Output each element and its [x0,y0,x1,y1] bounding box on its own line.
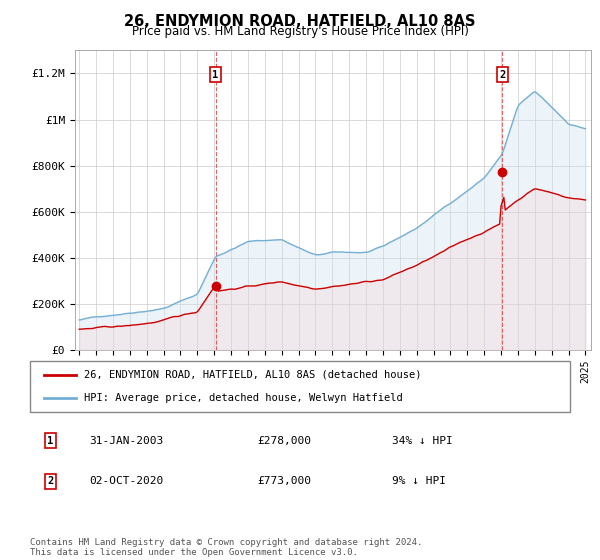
Text: 2: 2 [47,476,53,486]
Text: 1: 1 [212,69,219,80]
Text: £773,000: £773,000 [257,476,311,486]
Text: 2: 2 [499,69,506,80]
Text: Price paid vs. HM Land Registry's House Price Index (HPI): Price paid vs. HM Land Registry's House … [131,25,469,38]
Text: 9% ↓ HPI: 9% ↓ HPI [392,476,446,486]
Text: Contains HM Land Registry data © Crown copyright and database right 2024.
This d: Contains HM Land Registry data © Crown c… [30,538,422,557]
Text: 26, ENDYMION ROAD, HATFIELD, AL10 8AS (detached house): 26, ENDYMION ROAD, HATFIELD, AL10 8AS (d… [84,370,421,380]
Text: 02-OCT-2020: 02-OCT-2020 [89,476,164,486]
Text: 34% ↓ HPI: 34% ↓ HPI [392,436,452,446]
Text: 1: 1 [47,436,53,446]
Text: 26, ENDYMION ROAD, HATFIELD, AL10 8AS: 26, ENDYMION ROAD, HATFIELD, AL10 8AS [124,14,476,29]
Text: £278,000: £278,000 [257,436,311,446]
Text: 31-JAN-2003: 31-JAN-2003 [89,436,164,446]
FancyBboxPatch shape [30,361,570,412]
Text: HPI: Average price, detached house, Welwyn Hatfield: HPI: Average price, detached house, Welw… [84,393,403,403]
